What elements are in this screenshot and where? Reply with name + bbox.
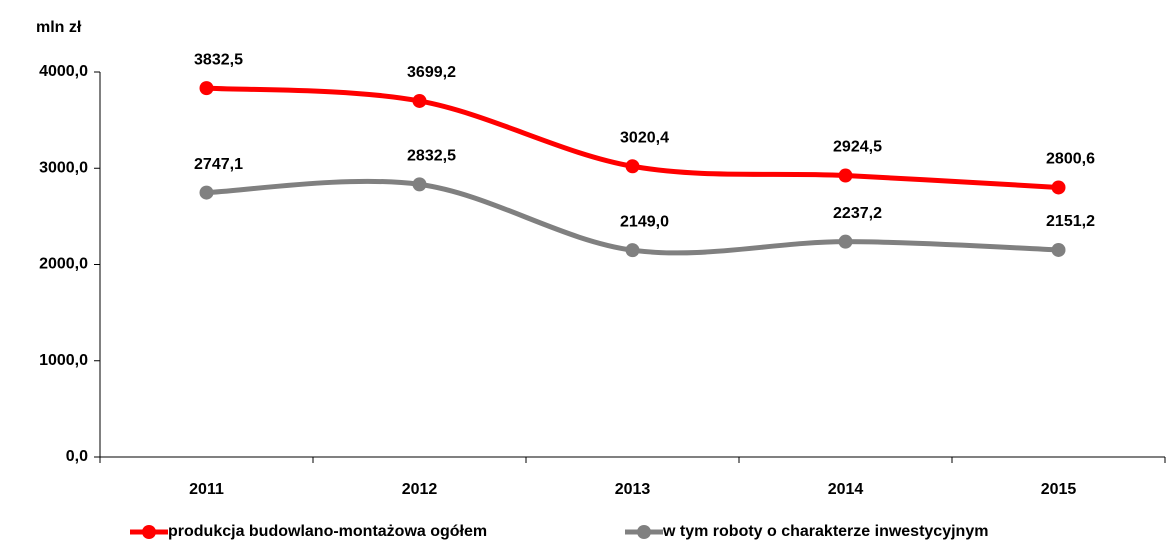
y-tick-label: 0,0	[66, 448, 88, 465]
data-label: 2747,1	[194, 156, 243, 173]
data-label: 2832,5	[407, 148, 456, 165]
x-tick-label: 2012	[402, 481, 438, 498]
point	[412, 93, 427, 108]
y-tick-label: 4000,0	[39, 63, 88, 80]
y-tick-label: 1000,0	[39, 352, 88, 369]
point	[1051, 242, 1066, 257]
point	[412, 177, 427, 192]
data-label: 3699,2	[407, 64, 456, 81]
data-label: 2149,0	[620, 213, 669, 230]
x-tick-label: 2013	[615, 481, 651, 498]
point	[199, 185, 214, 200]
point	[838, 168, 853, 183]
x-tick-label: 2014	[828, 481, 864, 498]
data-label: 3832,5	[194, 51, 243, 68]
point	[199, 81, 214, 96]
y-tick-label: 2000,0	[39, 256, 88, 273]
point	[625, 159, 640, 174]
data-label: 2800,6	[1046, 151, 1095, 168]
data-label: 2924,5	[833, 139, 882, 156]
data-label: 2237,2	[833, 205, 882, 222]
x-tick-label: 2015	[1041, 481, 1077, 498]
legend-label: produkcja budowlano-montażowa ogółem	[168, 523, 487, 540]
data-label: 3020,4	[620, 130, 669, 147]
y-tick-label: 3000,0	[39, 159, 88, 176]
legend-marker	[637, 525, 651, 539]
y-axis-label: mln zł	[36, 19, 82, 36]
x-tick-label: 2011	[189, 481, 224, 498]
point	[625, 243, 640, 258]
legend-label: w tym roboty o charakterze inwestycyjnym	[662, 523, 988, 540]
point	[838, 234, 853, 249]
data-label: 2151,2	[1046, 213, 1095, 230]
legend-marker	[142, 525, 156, 539]
point	[1051, 180, 1066, 195]
